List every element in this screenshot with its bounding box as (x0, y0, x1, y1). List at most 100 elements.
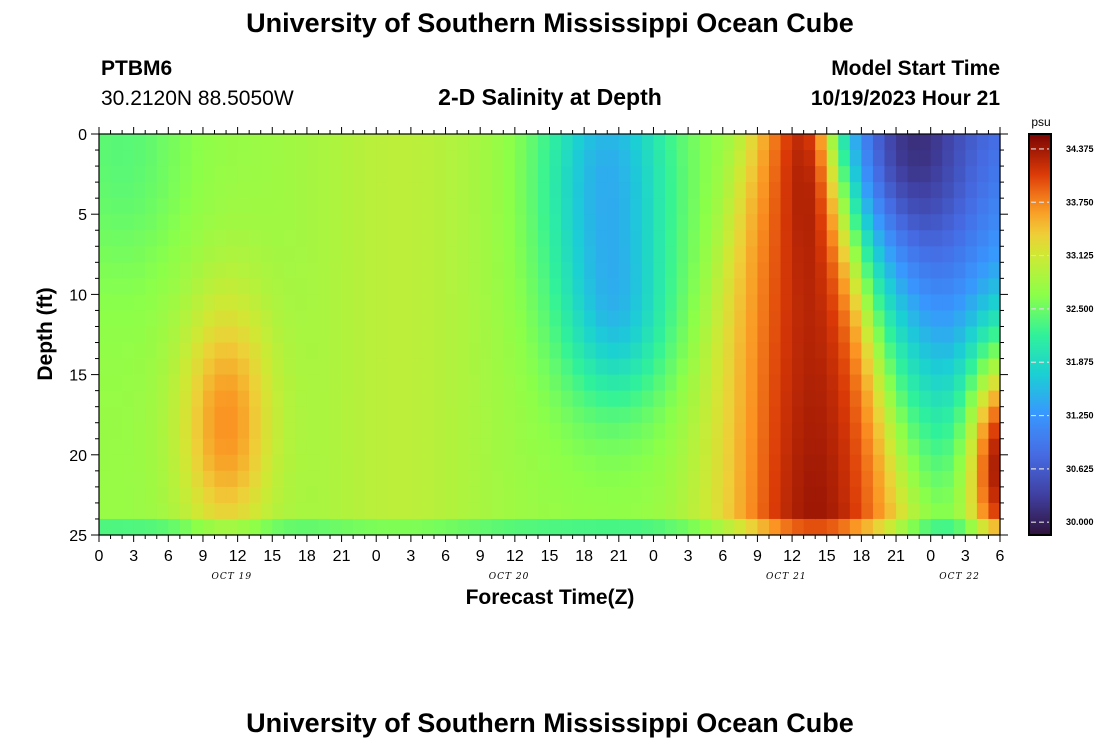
heat-cell (676, 502, 689, 520)
heat-cell (595, 182, 608, 199)
heat-cell (872, 518, 886, 536)
heat-cell (168, 310, 181, 328)
heat-cell (711, 502, 724, 520)
heat-cell (145, 358, 158, 376)
heat-cell (745, 406, 759, 424)
heat-cell (145, 486, 158, 504)
heat-cell (722, 486, 735, 504)
heat-cell (330, 166, 343, 183)
heat-cell (226, 310, 239, 328)
heat-cell (422, 502, 435, 520)
heat-cell (861, 326, 874, 344)
heat-cell (768, 374, 782, 392)
heat-cell (272, 198, 285, 215)
heat-cell (318, 502, 331, 520)
heat-cell (457, 166, 470, 183)
heat-cell (930, 438, 943, 456)
heat-cell (353, 182, 366, 199)
heat-cell (953, 166, 966, 183)
heat-cell (688, 390, 701, 408)
heat-cell (202, 150, 216, 167)
heat-cell (410, 374, 424, 392)
heat-cell (514, 502, 527, 520)
heat-cell (953, 134, 966, 151)
heat-cell (861, 518, 874, 536)
heat-cell (849, 278, 862, 295)
heat-cell (595, 358, 608, 376)
heat-cell (410, 310, 424, 328)
heat-cell (503, 134, 516, 151)
heat-cell (665, 262, 678, 279)
heat-cell (99, 486, 112, 504)
heat-cell (318, 374, 331, 392)
heat-cell (872, 182, 886, 199)
heat-cell (780, 390, 793, 408)
heat-cell (191, 390, 204, 408)
heat-cell (584, 518, 597, 536)
heat-cell (514, 150, 527, 167)
heat-cell (376, 326, 389, 344)
heat-cell (249, 310, 262, 328)
heat-cell (780, 342, 793, 360)
heat-cell (711, 518, 724, 536)
heat-cell (549, 246, 562, 263)
heat-cell (537, 214, 551, 231)
heat-cell (503, 246, 516, 263)
heat-cell (422, 518, 435, 536)
heat-cell (849, 166, 862, 183)
heat-cell (249, 262, 262, 279)
x-tick-label: 9 (753, 548, 762, 565)
heat-cell (965, 294, 978, 312)
heat-cell (665, 422, 678, 440)
heat-cell (503, 262, 516, 279)
heat-cell (561, 502, 574, 520)
heat-cell (988, 310, 1001, 328)
heat-cell (688, 438, 701, 456)
heat-cell (330, 374, 343, 392)
heat-cell (838, 134, 851, 151)
heat-cell (896, 246, 909, 263)
heat-cell (930, 518, 943, 536)
heat-cell (861, 454, 874, 472)
heat-cell (122, 486, 135, 504)
heat-cell (734, 182, 747, 199)
heat-cell (179, 454, 193, 472)
heat-cell (445, 214, 458, 231)
heat-cell (468, 486, 481, 504)
heat-cell (722, 214, 735, 231)
heat-cell (433, 390, 447, 408)
heat-cell (988, 246, 1001, 263)
heat-cell (295, 294, 308, 312)
heat-cell (399, 470, 412, 488)
heat-cell (919, 342, 932, 360)
heat-cell (202, 214, 216, 231)
heat-cell (930, 454, 943, 472)
heat-cell (399, 406, 412, 424)
heat-cell (976, 502, 990, 520)
heat-cell (156, 438, 169, 456)
heat-cell (306, 390, 320, 408)
heat-cell (665, 502, 678, 520)
heat-cell (722, 342, 735, 360)
heat-cell (226, 438, 239, 456)
heat-cell (526, 358, 539, 376)
heat-cell (110, 214, 123, 231)
heat-cell (330, 454, 343, 472)
heat-cell (711, 326, 724, 344)
heat-cell (110, 150, 123, 167)
heat-cell (896, 198, 909, 215)
heat-cell (676, 486, 689, 504)
heat-cell (665, 134, 678, 151)
heat-cell (445, 166, 458, 183)
heat-cell (526, 150, 539, 167)
heat-cell (838, 166, 851, 183)
heat-cell (838, 358, 851, 376)
heat-cell (653, 358, 666, 376)
heat-cell (145, 518, 158, 536)
heat-cell (306, 294, 320, 312)
heat-cell (665, 150, 678, 167)
heat-cell (526, 166, 539, 183)
heat-cell (318, 486, 331, 504)
heat-cell (676, 278, 689, 295)
heat-cell (930, 326, 943, 344)
